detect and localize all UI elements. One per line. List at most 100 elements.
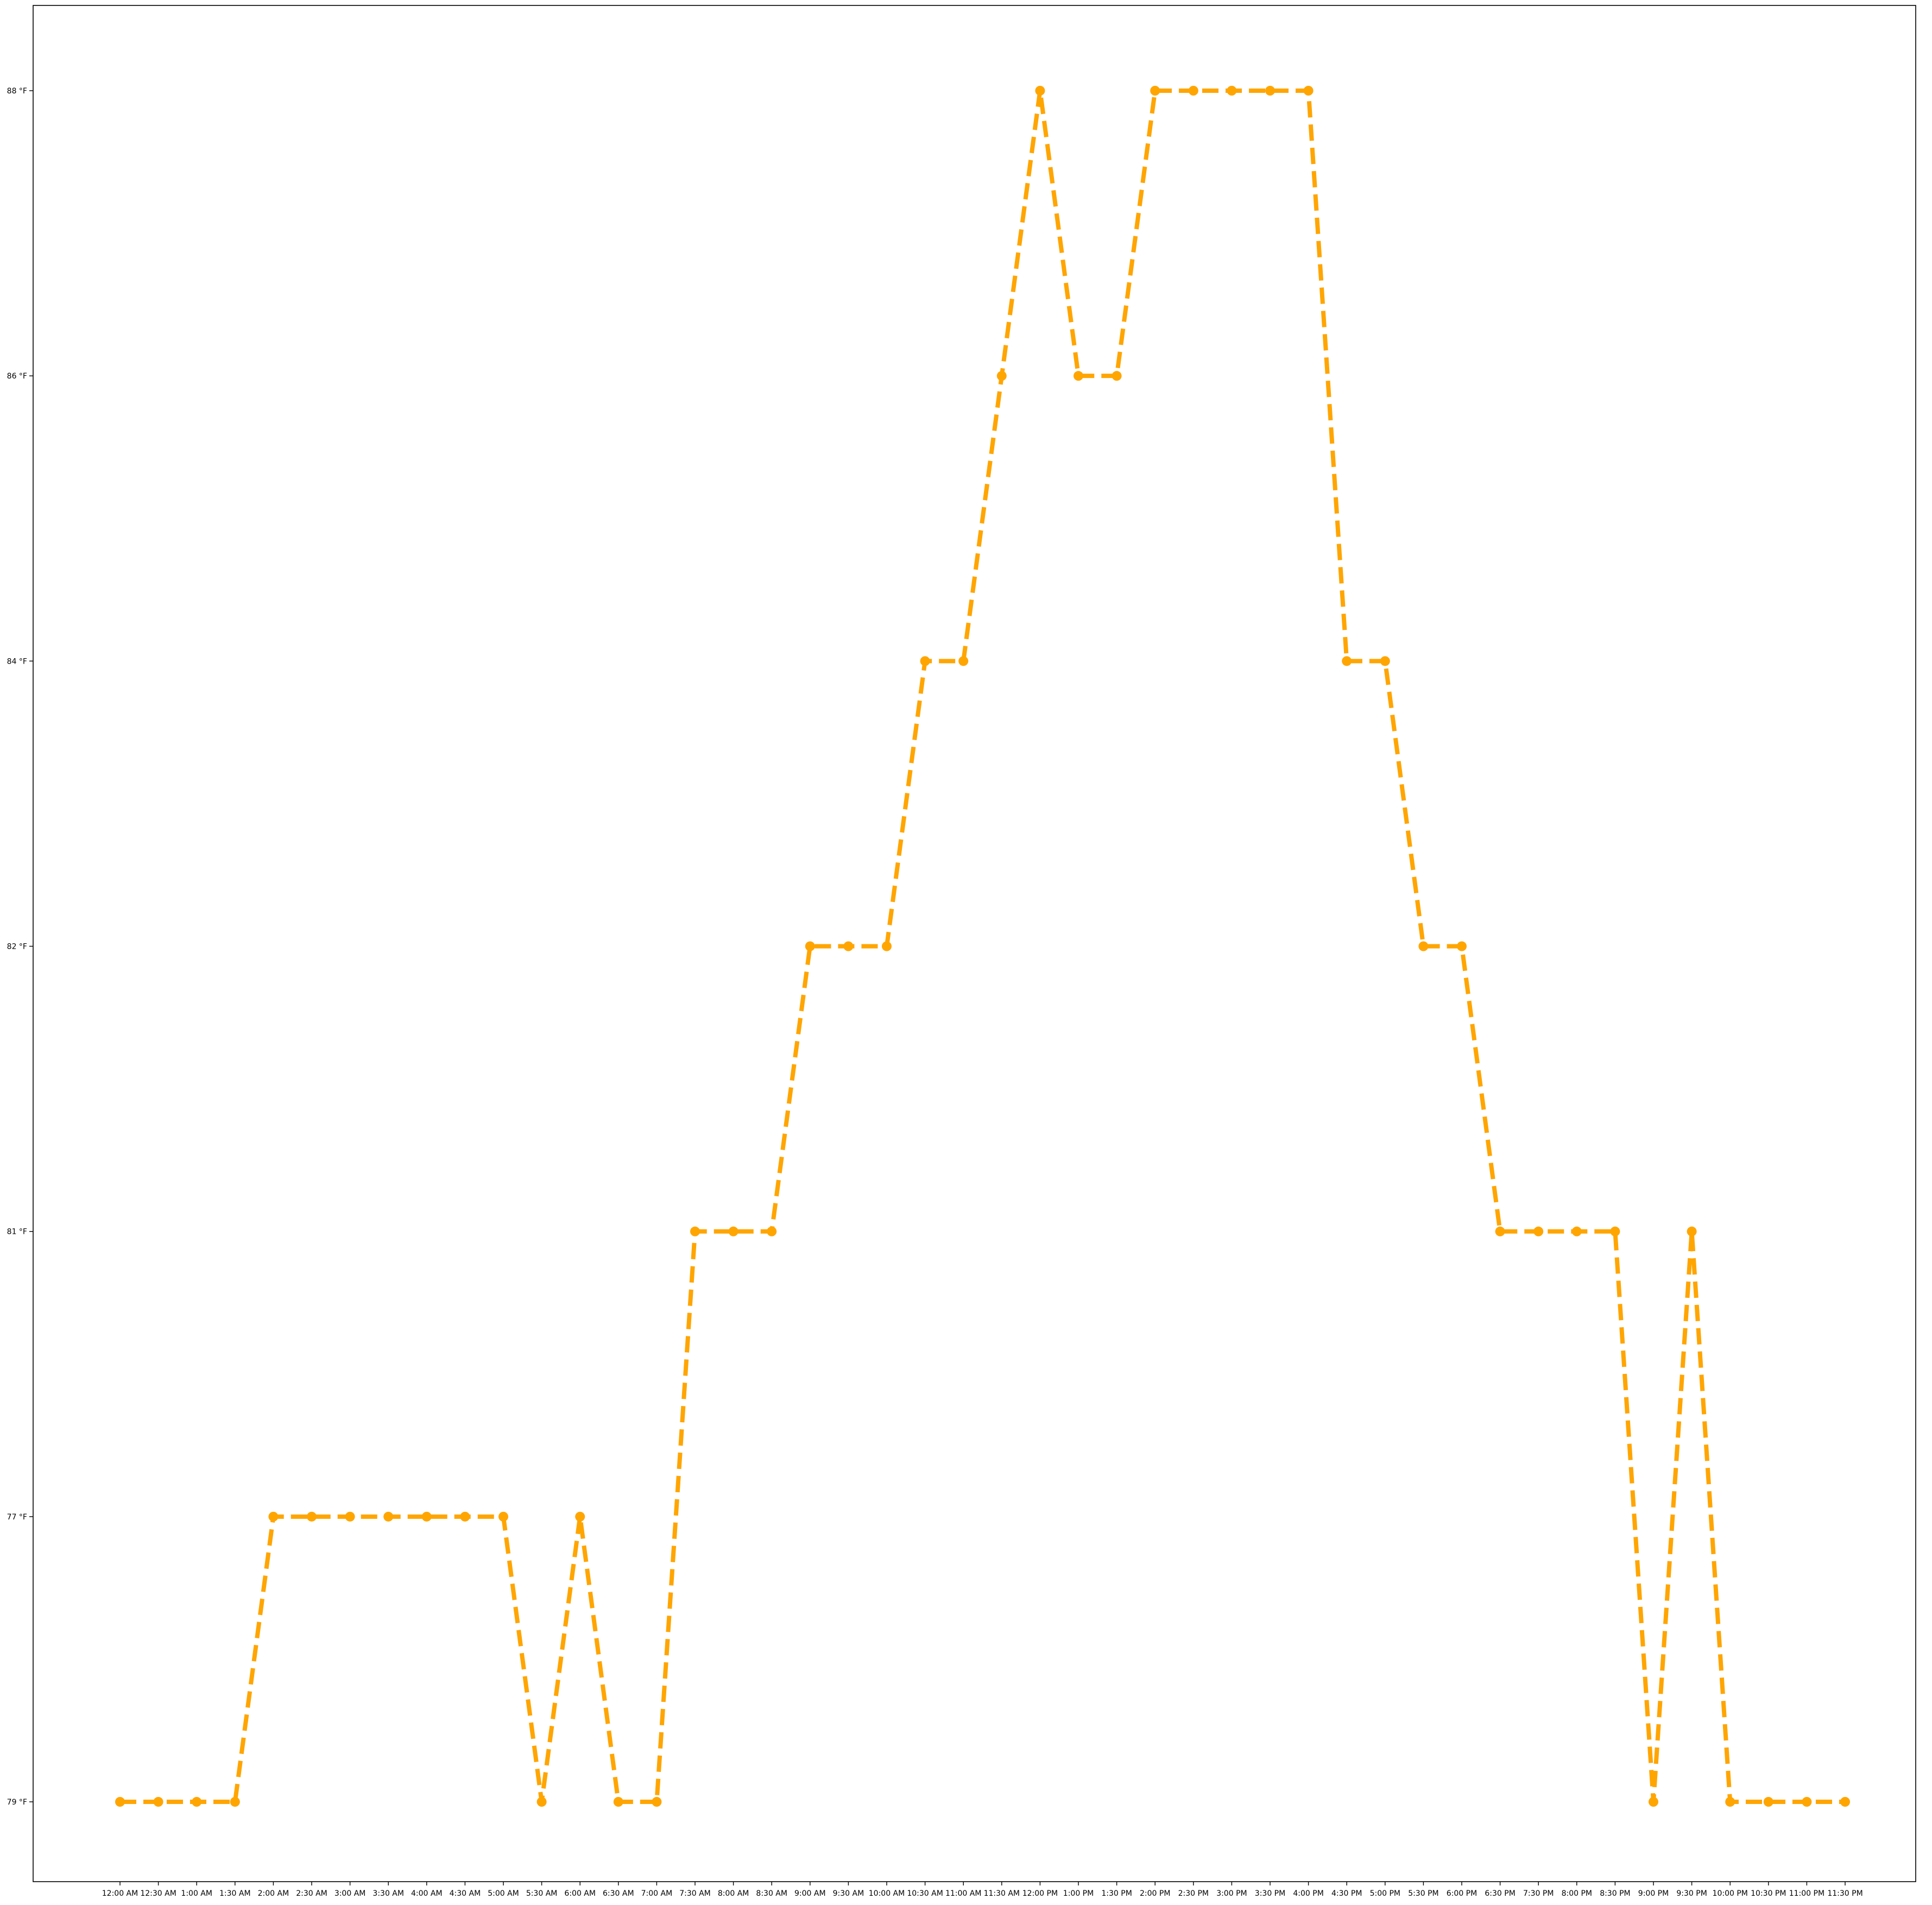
x-tick-label: 9:00 AM bbox=[794, 1889, 826, 1898]
data-point bbox=[1610, 1226, 1620, 1237]
x-tick-label: 2:30 AM bbox=[296, 1889, 327, 1898]
data-point bbox=[728, 1226, 738, 1237]
data-point bbox=[1112, 371, 1122, 381]
x-tick-label: 8:00 AM bbox=[718, 1889, 749, 1898]
data-point bbox=[613, 1797, 623, 1807]
y-tick-label: 79 °F bbox=[7, 1798, 27, 1807]
x-tick-label: 10:30 AM bbox=[907, 1889, 943, 1898]
x-tick-label: 10:00 PM bbox=[1713, 1889, 1748, 1898]
data-point bbox=[996, 371, 1007, 381]
y-tick-label: 86 °F bbox=[7, 372, 27, 381]
x-tick-label: 5:00 PM bbox=[1370, 1889, 1400, 1898]
data-point bbox=[805, 941, 815, 951]
x-tick-label: 4:00 AM bbox=[411, 1889, 443, 1898]
data-point bbox=[536, 1797, 547, 1807]
x-tick-label: 11:30 AM bbox=[984, 1889, 1020, 1898]
data-point bbox=[882, 941, 892, 951]
x-tick-label: 10:00 AM bbox=[869, 1889, 905, 1898]
x-tick-label: 7:30 PM bbox=[1523, 1889, 1554, 1898]
x-tick-label: 4:30 PM bbox=[1331, 1889, 1362, 1898]
x-tick-label: 12:00 AM bbox=[102, 1889, 138, 1898]
data-point bbox=[767, 1226, 777, 1237]
data-point bbox=[115, 1797, 125, 1807]
data-point bbox=[498, 1511, 508, 1522]
data-point bbox=[1188, 86, 1198, 96]
data-point bbox=[920, 656, 930, 666]
x-tick-label: 2:00 PM bbox=[1140, 1889, 1170, 1898]
data-point bbox=[1802, 1797, 1812, 1807]
data-point bbox=[1150, 86, 1160, 96]
data-point bbox=[1342, 656, 1352, 666]
y-tick-label: 88 °F bbox=[7, 87, 27, 96]
x-tick-label: 5:30 PM bbox=[1408, 1889, 1438, 1898]
data-point bbox=[690, 1226, 700, 1237]
data-point bbox=[843, 941, 854, 951]
x-tick-label: 8:00 PM bbox=[1562, 1889, 1592, 1898]
x-tick-label: 11:00 AM bbox=[945, 1889, 981, 1898]
data-point bbox=[1457, 941, 1467, 951]
data-point bbox=[1074, 371, 1083, 381]
data-point bbox=[1763, 1797, 1773, 1807]
data-point bbox=[460, 1511, 470, 1522]
x-tick-label: 3:30 PM bbox=[1255, 1889, 1285, 1898]
x-tick-label: 6:00 AM bbox=[564, 1889, 596, 1898]
data-point bbox=[652, 1797, 662, 1807]
y-tick-label: 84 °F bbox=[7, 657, 27, 666]
data-point bbox=[192, 1797, 202, 1807]
y-axis: 79 °F 77 °F 81 °F 82 °F 84 °F 86 °F 88 °F bbox=[7, 87, 33, 1807]
data-point bbox=[307, 1511, 317, 1522]
data-point bbox=[1495, 1226, 1505, 1237]
data-point bbox=[1418, 941, 1429, 951]
y-tick-label: 82 °F bbox=[7, 943, 27, 951]
x-tick-label: 6:30 AM bbox=[603, 1889, 634, 1898]
data-point bbox=[268, 1511, 279, 1522]
x-tick-label: 2:30 PM bbox=[1178, 1889, 1209, 1898]
x-tick-label: 3:30 AM bbox=[372, 1889, 404, 1898]
x-tick-label: 4:30 AM bbox=[450, 1889, 481, 1898]
x-tick-label: 9:00 PM bbox=[1638, 1889, 1669, 1898]
y-tick-label: 77 °F bbox=[7, 1513, 27, 1522]
x-tick-label: 7:00 AM bbox=[641, 1889, 673, 1898]
x-tick-label: 10:30 PM bbox=[1751, 1889, 1786, 1898]
x-tick-label: 8:30 PM bbox=[1600, 1889, 1630, 1898]
data-point bbox=[1687, 1226, 1697, 1237]
x-tick-label: 9:30 PM bbox=[1676, 1889, 1707, 1898]
x-tick-label: 6:00 PM bbox=[1447, 1889, 1477, 1898]
data-point bbox=[958, 656, 969, 666]
x-tick-label: 11:00 PM bbox=[1789, 1889, 1824, 1898]
x-tick-label: 12:30 AM bbox=[140, 1889, 176, 1898]
data-point bbox=[1725, 1797, 1735, 1807]
data-point bbox=[345, 1511, 355, 1522]
x-tick-label: 3:00 AM bbox=[334, 1889, 366, 1898]
x-tick-label: 1:30 PM bbox=[1101, 1889, 1132, 1898]
y-tick-label: 81 °F bbox=[7, 1228, 27, 1237]
data-point bbox=[1265, 86, 1275, 96]
series-layer bbox=[115, 86, 1850, 1807]
x-tick-label: 1:00 AM bbox=[181, 1889, 212, 1898]
x-tick-label: 11:30 PM bbox=[1827, 1889, 1862, 1898]
data-point bbox=[575, 1511, 585, 1522]
data-point bbox=[1227, 86, 1237, 96]
x-tick-label: 1:00 PM bbox=[1063, 1889, 1094, 1898]
data-point bbox=[153, 1797, 163, 1807]
data-point bbox=[1380, 656, 1390, 666]
data-point bbox=[1840, 1797, 1850, 1807]
x-tick-label: 2:00 AM bbox=[258, 1889, 289, 1898]
data-point bbox=[1533, 1226, 1544, 1237]
x-tick-label: 5:00 AM bbox=[488, 1889, 519, 1898]
x-tick-label: 5:30 AM bbox=[526, 1889, 558, 1898]
data-point bbox=[230, 1797, 240, 1807]
plot-frame bbox=[33, 5, 1916, 1882]
x-axis: 12:00 AM 12:30 AM 1:00 AM 1:30 AM 2:00 AM 2:3… bbox=[102, 1882, 1863, 1898]
data-point bbox=[1303, 86, 1314, 96]
x-tick-label: 6:30 PM bbox=[1485, 1889, 1515, 1898]
series-line bbox=[120, 89, 1845, 1804]
x-tick-label: 3:00 PM bbox=[1216, 1889, 1247, 1898]
x-tick-label: 12:00 PM bbox=[1022, 1889, 1058, 1898]
data-point bbox=[1571, 1226, 1582, 1237]
x-tick-label: 9:30 AM bbox=[833, 1889, 864, 1898]
x-tick-label: 4:00 PM bbox=[1293, 1889, 1323, 1898]
data-point bbox=[421, 1511, 432, 1522]
data-point bbox=[383, 1511, 394, 1522]
